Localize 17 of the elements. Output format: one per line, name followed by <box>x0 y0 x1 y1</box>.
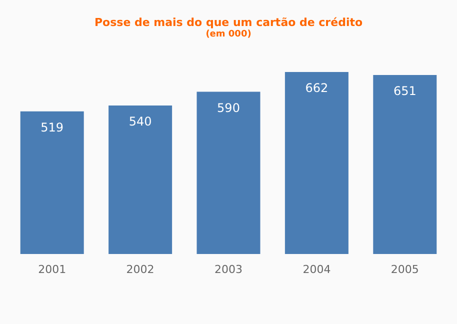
bar <box>196 92 260 254</box>
x-tick-label: 2004 <box>302 263 331 276</box>
bar <box>284 72 348 254</box>
bar <box>108 106 172 254</box>
chart-title: Posse de mais do que um cartão de crédito <box>94 16 363 29</box>
x-tick-label: 2002 <box>126 263 154 276</box>
bar <box>373 75 437 254</box>
x-tick-label: 2003 <box>214 263 242 276</box>
bar <box>20 111 84 254</box>
data-label: 651 <box>393 84 416 98</box>
data-label: 662 <box>305 81 328 95</box>
chart-subtitle: (em 000) <box>206 30 252 40</box>
x-tick-label: 2001 <box>38 263 66 276</box>
data-label: 590 <box>217 100 240 115</box>
data-label: 540 <box>128 114 152 129</box>
data-label: 519 <box>40 120 64 134</box>
x-tick-label: 2005 <box>390 263 419 276</box>
